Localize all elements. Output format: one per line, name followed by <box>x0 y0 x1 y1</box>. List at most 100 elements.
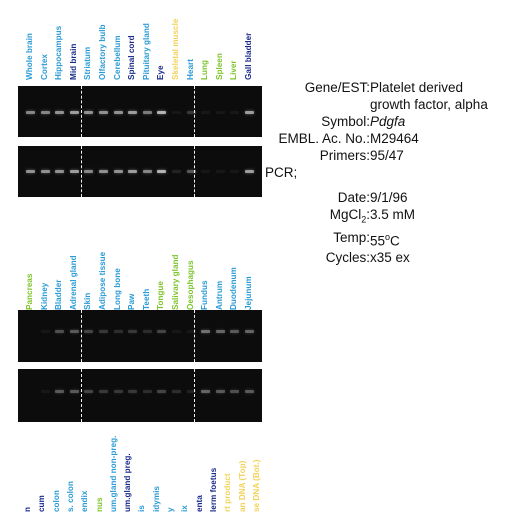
mgcl-colon: : <box>366 207 370 222</box>
gel-band <box>230 111 240 114</box>
lane-label: Olfactory bulb <box>98 24 107 81</box>
gel-divider <box>194 86 195 137</box>
lane-label: Paw <box>127 293 137 310</box>
gel-band <box>215 170 225 173</box>
lane-label: Long bone <box>112 268 122 310</box>
date-label: Date: <box>337 190 370 205</box>
cycles-value: x35 ex <box>370 250 410 266</box>
lane-label: Oesophagus <box>185 260 195 310</box>
lane-label: Teeth <box>141 288 151 310</box>
gel-band <box>128 111 138 114</box>
gel-divider <box>194 310 195 362</box>
primers-value: 95/47 <box>370 148 404 163</box>
gel-band <box>230 330 240 333</box>
gel-band <box>215 330 225 333</box>
gel-image-bottom-upper <box>18 310 262 362</box>
bottom-lane-labels: Pancreas Kidney Bladder Adrenal gland Skin Ad… <box>0 240 262 310</box>
gel-image-top-upper <box>18 86 262 137</box>
pcr-row: PCR; <box>265 164 511 181</box>
gel-band <box>157 330 167 333</box>
gel-band <box>201 170 211 173</box>
embl-row: EMBL. Ac. No.: M29464 <box>262 130 511 147</box>
gel-band <box>99 330 108 333</box>
gel-divider <box>194 146 195 197</box>
lane-label: n <box>23 506 32 512</box>
gel-band <box>128 330 138 333</box>
gel-band <box>142 390 152 393</box>
gel-band <box>55 330 65 333</box>
gel-band <box>113 330 123 333</box>
gel-band <box>26 111 35 114</box>
gel-band <box>157 390 167 393</box>
gel-band <box>230 170 240 173</box>
gel-band <box>84 330 94 333</box>
gel-divider <box>81 369 82 422</box>
lane-label: Cortex <box>39 54 49 80</box>
lane-label: Heart <box>185 59 195 80</box>
gel-band <box>84 111 94 114</box>
lane-label: Lung <box>200 59 210 80</box>
top-lane-labels: Whole brain Cortex Hippocampus Mid brain Str… <box>0 10 262 80</box>
gel-band <box>128 390 138 393</box>
gel-band <box>230 390 240 393</box>
lane-label: Jejunum <box>244 276 253 310</box>
lane-label: idymis <box>151 486 161 512</box>
gel-band <box>201 111 211 114</box>
gel-band <box>186 330 196 333</box>
gel-divider <box>81 146 82 197</box>
mgcl-value: 3.5 mM <box>370 207 416 222</box>
lane-label: Liver <box>229 60 239 80</box>
gel-band <box>215 390 225 393</box>
lane-label: Eye <box>156 65 166 80</box>
date-value: 9/1/96 <box>370 190 408 205</box>
lane-label: um.gland preg. <box>123 453 133 512</box>
lane-label: um.gland non-preg. <box>108 435 118 512</box>
gel-band <box>186 111 196 114</box>
temp-label: Temp: <box>333 229 370 245</box>
lane-label: is <box>137 505 147 512</box>
gene-row: Gene/EST: Platelet derived growth factor… <box>262 79 511 113</box>
temp-unit: C <box>390 233 400 249</box>
lane-label: Striatum <box>83 46 93 80</box>
gel-band <box>245 390 254 393</box>
lane-label: Kidney <box>39 282 49 310</box>
gel-band <box>113 111 123 114</box>
lane-label: Bladder <box>54 279 64 310</box>
gel-band <box>172 170 181 173</box>
lane-label: Skin <box>83 292 93 310</box>
mgcl-label: MgCl <box>329 207 362 222</box>
gel-band <box>113 390 123 393</box>
temp-value: 55 <box>370 233 386 249</box>
gel-band <box>69 330 79 333</box>
primers-row: Primers: 95/47 <box>262 147 511 164</box>
gel-band <box>40 170 50 173</box>
lane-label: Pituitary gland <box>141 23 151 80</box>
lane-label: Cerebellum <box>112 35 122 80</box>
lane-label: cum <box>37 495 47 512</box>
lane-label: nus <box>94 497 104 512</box>
lane-label: ix <box>180 505 190 512</box>
lane-label: Fundus <box>200 280 210 310</box>
symbol-value: Pdgfa <box>370 114 406 129</box>
pcr-label: PCR; <box>265 165 298 180</box>
gel-image-top-lower <box>18 146 262 197</box>
lane-label: Pancreas <box>25 273 34 310</box>
gel-divider <box>81 86 82 137</box>
lane-label: an DNA (Top) <box>237 460 247 512</box>
lane-label: Adrenal gland <box>68 255 78 310</box>
gel-band <box>157 111 167 114</box>
gel-band <box>201 330 211 333</box>
gel-band <box>99 390 108 393</box>
gel-band <box>99 111 108 114</box>
gel-band <box>201 390 211 393</box>
symbol-label: Symbol: <box>321 114 370 129</box>
mgcl-label-wrap: MgCl2: <box>262 206 370 229</box>
temp-value-wrap: 55oC <box>370 229 511 250</box>
date-row: Date: 9/1/96 <box>262 189 511 206</box>
gene-value: Platelet derived growth factor, alpha <box>370 80 488 112</box>
gel-divider <box>81 310 82 362</box>
lane-label: Spinal cord <box>127 35 137 80</box>
lane-label: Skeletal muscle <box>171 18 180 80</box>
gel-band <box>69 390 79 393</box>
gene-info-panel: Gene/EST: Platelet derived growth factor… <box>262 79 511 266</box>
